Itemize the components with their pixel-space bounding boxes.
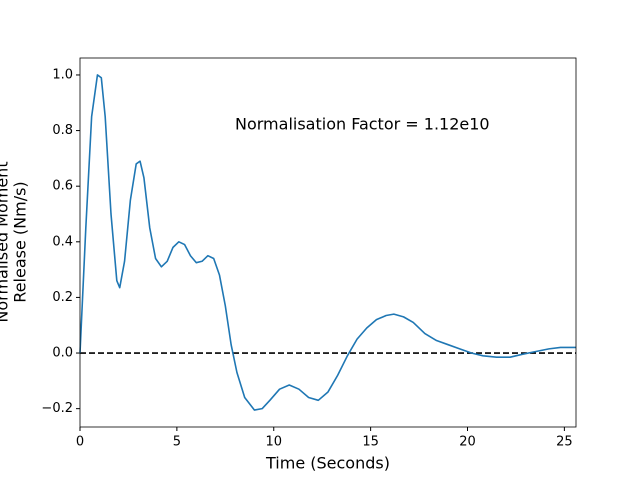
y-tick-label: 0.4	[52, 234, 73, 249]
y-axis-label: Normalised Moment	[0, 161, 12, 322]
x-tick-label: 25	[556, 435, 573, 450]
x-tick-label: 15	[362, 435, 379, 450]
y-tick-label: 0.6	[52, 179, 73, 194]
plot-frame	[79, 57, 577, 428]
y-axis-label: Release (Nm/s)	[11, 181, 30, 302]
y-tick-label: 1.0	[52, 67, 73, 82]
x-tick-label: 20	[459, 435, 476, 450]
annotation: Normalisation Factor = 1.12e10	[235, 115, 490, 134]
y-tick-label: −0.2	[41, 401, 73, 416]
x-axis-label: Time (Seconds)	[265, 454, 390, 473]
y-tick-label: 0.8	[52, 123, 73, 138]
x-tick-label: 5	[173, 435, 181, 450]
x-tick-label: 10	[265, 435, 282, 450]
data-line	[79, 74, 576, 411]
x-tick-label: 0	[76, 435, 84, 450]
y-tick-label: 0.2	[52, 290, 73, 305]
y-tick-label: 0.0	[52, 346, 73, 361]
